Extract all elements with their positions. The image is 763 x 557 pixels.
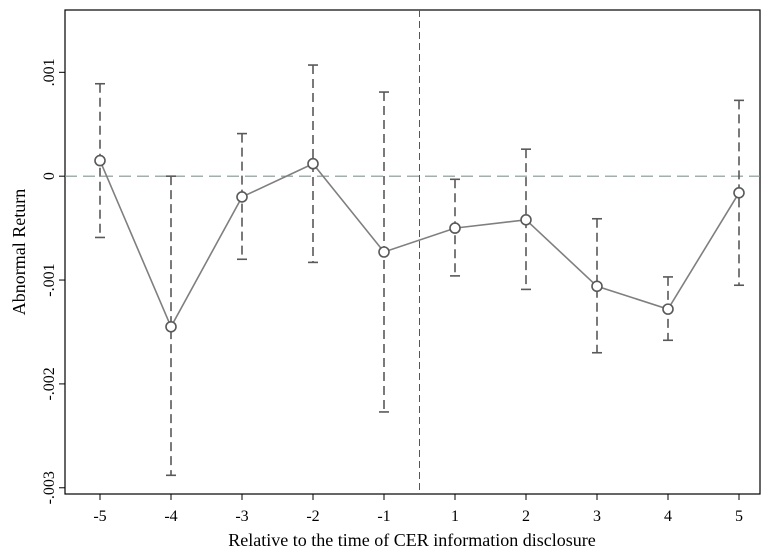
data-point	[94, 154, 106, 167]
data-point	[165, 320, 177, 333]
data-point	[236, 191, 248, 203]
series-line	[99, 160, 740, 329]
x-tick-label: -2	[306, 508, 319, 525]
data-point	[733, 186, 745, 199]
plot-frame	[64, 9, 761, 495]
x-tick-label: 2	[522, 508, 530, 525]
x-axis: -5 -4 -3 -2 -1 1 2 3 4 5	[93, 494, 743, 525]
data-point	[520, 214, 532, 226]
x-axis-title: Relative to the time of CER information …	[228, 530, 595, 550]
data-point	[378, 246, 390, 258]
y-axis: -.003 -.002 -.001 0 .001	[41, 58, 65, 504]
x-tick-label: 3	[593, 508, 601, 525]
x-tick-label: -4	[164, 508, 177, 525]
data-point	[591, 280, 603, 293]
y-tick-label: .001	[41, 58, 58, 86]
x-tick-label: 5	[735, 508, 743, 525]
data-point	[662, 303, 674, 315]
reference-lines	[65, 10, 760, 494]
series-line-group	[99, 160, 740, 329]
data-point	[449, 222, 461, 234]
x-tick-label: -3	[235, 508, 248, 525]
x-tick-label: 1	[451, 508, 459, 525]
data-point	[307, 157, 319, 170]
x-tick-label: -5	[93, 508, 106, 525]
data-points	[94, 154, 745, 333]
y-tick-label: -.003	[41, 471, 58, 504]
y-tick-label: -.002	[41, 367, 58, 400]
x-tick-label: -1	[377, 508, 390, 525]
y-tick-label: -.001	[41, 263, 58, 296]
y-axis-title: Abnormal Return	[9, 189, 29, 315]
y-tick-label: 0	[41, 172, 58, 180]
x-tick-label: 4	[664, 508, 672, 525]
